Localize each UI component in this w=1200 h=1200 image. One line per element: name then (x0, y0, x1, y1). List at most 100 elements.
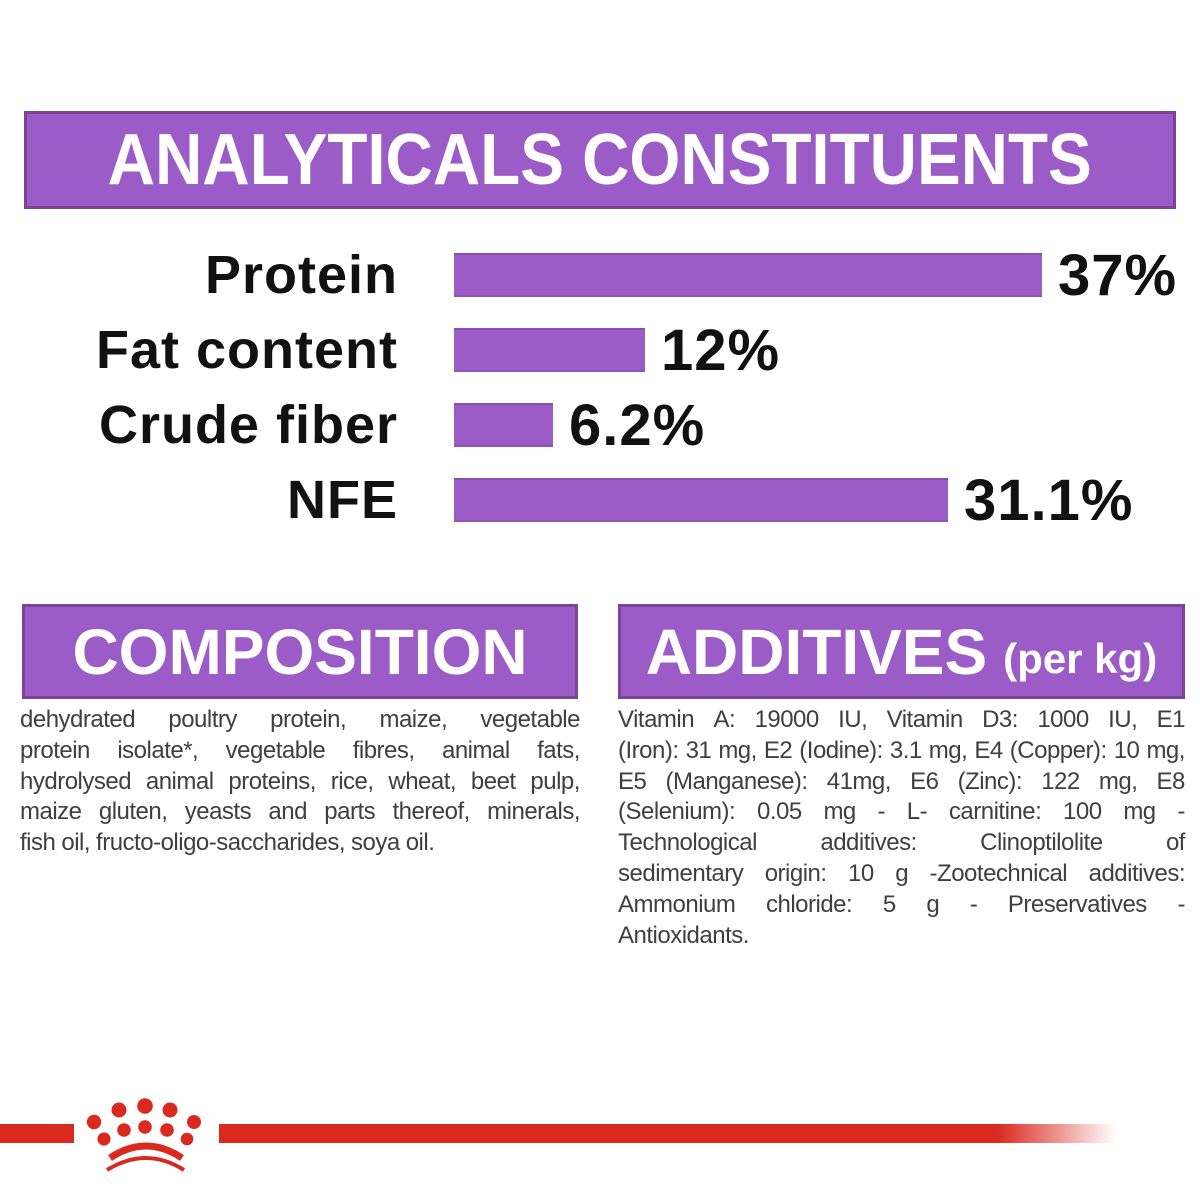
word: soya (351, 829, 400, 857)
word: poultry (168, 706, 237, 733)
word: E8 (1156, 767, 1186, 795)
word: Technological (618, 829, 757, 857)
analytical-constituents-title: ANALYTICALS CONSTITUENTS (107, 120, 1093, 200)
chart-value-label: 37% (1058, 242, 1178, 308)
word: E1 (1156, 706, 1186, 733)
composition-banner: COMPOSITION (22, 604, 578, 699)
word: origin: (764, 859, 827, 887)
composition-line: dehydrated poultry protein, maize, vegetable (20, 706, 580, 737)
word: hydrolysed (20, 767, 132, 795)
word: minerals, (487, 798, 580, 826)
word: - (969, 890, 978, 918)
word: wheat, (388, 767, 457, 795)
word: -Zootechnical (929, 859, 1068, 887)
word: fats, (537, 736, 580, 764)
word: fibres, (352, 736, 415, 764)
additives-line: E5 (Manganese): 41mg, E6 (Zinc): 122 mg, E8 (618, 768, 1185, 799)
composition-line: fish oil, fructo-oligo-saccharides, soya oil… (20, 829, 580, 860)
additives-line: (Selenium): 0.05 mg - L-carnitine: 100 mg - (618, 798, 1185, 829)
word: Ammonium (618, 890, 736, 918)
word: 122 (1041, 767, 1080, 795)
word: 10 (848, 859, 874, 887)
word: and (268, 798, 307, 826)
word: additives: (1088, 859, 1186, 887)
chart-row-crude-fiber: Crude fiber 6.2% (0, 393, 1200, 458)
word: Preservatives (1007, 890, 1147, 918)
word: of (1165, 829, 1186, 857)
word: E2 (763, 736, 793, 764)
word: g (895, 859, 909, 887)
composition-line: hydrolysed animal proteins, rice, wheat, beet… (20, 768, 580, 799)
chart-row-fat-content: Fat content 12% (0, 318, 1200, 383)
composition-title: COMPOSITION (72, 615, 528, 688)
chart-category-label: Protein (204, 245, 398, 305)
word: 10 (1113, 736, 1140, 764)
additives-line: (Iron): 31 mg, E2 (Iodine): 3.1 mg, E4 (Copper):… (618, 737, 1185, 768)
word: g (926, 890, 940, 918)
word: 31 (685, 736, 712, 764)
additives-banner: ADDITIVES (per kg) (618, 604, 1185, 699)
word: (Selenium): (618, 798, 736, 826)
word: vegetable (225, 736, 326, 764)
word: yeasts (184, 798, 252, 826)
word: Clinoptilolite (980, 829, 1103, 857)
word: animal (441, 736, 510, 764)
chart-bar (454, 403, 553, 447)
word: Antioxidants. (618, 921, 749, 949)
chart-value-label: 31.1% (964, 467, 1134, 533)
additives-line: Technological additives: Clinoptilolite of (618, 829, 1185, 860)
word: protein (20, 736, 90, 764)
word: rice, (330, 767, 374, 795)
word: chloride: (765, 890, 853, 918)
word: 3.1 (889, 736, 922, 764)
word: IU, (838, 706, 868, 733)
word: (Zinc): (957, 767, 1023, 795)
word: L- (906, 798, 928, 826)
word: dehydrated (20, 706, 136, 733)
additives-line: Ammonium chloride: 5 g - Preservatives - (618, 891, 1185, 922)
analytical-constituents-chart: Protein 37% Fat content 12% Crude fiber 6.2% N… (0, 243, 1200, 553)
word: (Copper): (1009, 736, 1107, 764)
word: fructo-oligo-saccharides, (96, 829, 345, 857)
word: 5 (882, 890, 896, 918)
additives-unit-suffix: (per kg) (1003, 634, 1158, 682)
word: 19000 (754, 706, 820, 733)
word: protein, (270, 706, 347, 733)
chart-bar (454, 253, 1042, 297)
word: carnitine: (948, 798, 1042, 826)
word: vegetable (480, 706, 580, 733)
word: - (877, 798, 886, 826)
word: E4 (974, 736, 1003, 764)
word: fish (20, 829, 56, 857)
chart-category-label: Crude fiber (98, 395, 398, 455)
word: A: (713, 706, 736, 733)
composition-line: maize gluten, yeasts and parts thereof, minera… (20, 798, 580, 829)
chart-value-label: 6.2% (569, 392, 706, 458)
chart-bar (454, 328, 645, 372)
word: - (1177, 890, 1185, 918)
word: Vitamin (886, 706, 964, 733)
word: mg (823, 798, 856, 826)
word: (Iodine): (799, 736, 883, 764)
chart-category-label: NFE (287, 470, 398, 530)
chart-value-label: 12% (661, 317, 781, 383)
additives-line: sedimentary origin: 10 g -Zootechnical additi… (618, 860, 1185, 891)
analytical-constituents-banner: ANALYTICALS CONSTITUENTS (24, 111, 1176, 209)
word: sedimentary (618, 859, 744, 887)
word: mg, (928, 736, 968, 764)
word: 1000 (1037, 706, 1089, 733)
chart-row-protein: Protein 37% (0, 243, 1200, 308)
word: E6 (910, 767, 939, 795)
word: pulp, (530, 767, 580, 795)
word: - (1177, 798, 1185, 826)
word: mg, (1098, 767, 1138, 795)
word: additives: (820, 829, 917, 857)
composition-line: protein isolate*, vegetable fibres, animal fa… (20, 737, 580, 768)
chart-bar (454, 478, 948, 522)
word: animal (145, 767, 214, 795)
word: mg (1123, 798, 1156, 826)
footer-red-line-left (0, 1124, 74, 1143)
word: oil. (405, 829, 435, 857)
word: (Manganese): (665, 767, 809, 795)
